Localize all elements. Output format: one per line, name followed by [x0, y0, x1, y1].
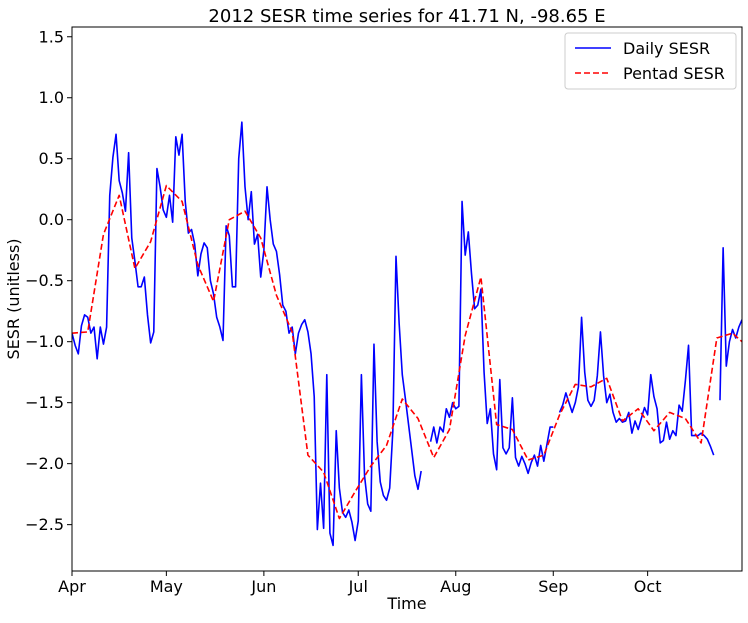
y-tick-label: 0.0 — [39, 210, 64, 229]
y-tick-label: 1.0 — [39, 88, 64, 107]
daily-sesr-line — [719, 246, 742, 401]
legend-label-pentad: Pentad SESR — [623, 64, 725, 83]
legend-box — [564, 32, 737, 90]
x-tick-label: Jul — [348, 577, 368, 596]
y-tick-label: 0.5 — [39, 149, 64, 168]
x-axis-label: Time — [386, 594, 426, 613]
chart-title: 2012 SESR time series for 41.71 N, -98.6… — [208, 6, 605, 27]
x-axis: Apr May Jun Jul Aug Sep Oct — [58, 571, 661, 596]
x-tick-label: Apr — [58, 577, 86, 596]
plot-area — [71, 26, 743, 572]
y-axis: 1.5 1.0 0.5 0.0 −0.5 −1.0 −1.5 −2.0 −2.5 — [25, 27, 72, 534]
y-tick-label: 1.5 — [39, 27, 64, 46]
plot-frame — [71, 26, 743, 572]
daily-sesr-line — [558, 316, 715, 456]
daily-sesr-line — [72, 121, 422, 547]
x-tick-label: Aug — [440, 577, 471, 596]
legend-label-daily: Daily SESR — [623, 39, 710, 58]
pentad-sesr-line — [72, 184, 742, 520]
x-tick-label: Jun — [250, 577, 276, 596]
x-tick-label: Sep — [538, 577, 568, 596]
y-tick-label: −0.5 — [25, 271, 64, 290]
y-tick-label: −2.0 — [25, 454, 64, 473]
x-tick-label: May — [150, 577, 183, 596]
x-tick-label: Oct — [634, 577, 662, 596]
y-tick-label: −1.0 — [25, 332, 64, 351]
legend: Daily SESR Pentad SESR — [564, 32, 737, 90]
series-layer — [72, 121, 742, 547]
y-tick-label: −2.5 — [25, 515, 64, 534]
y-axis-label: SESR (unitless) — [4, 238, 23, 359]
y-tick-label: −1.5 — [25, 393, 64, 412]
